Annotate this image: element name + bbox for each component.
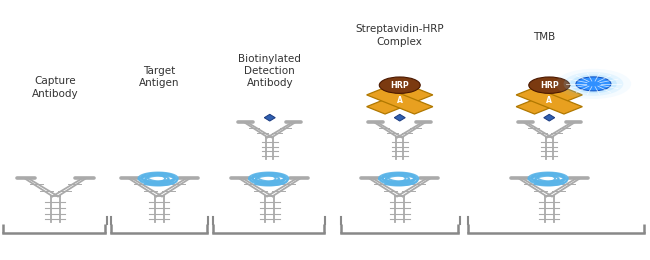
Text: Capture
Antibody: Capture Antibody xyxy=(32,76,79,99)
Text: A: A xyxy=(546,96,552,105)
Text: Biotinylated
Detection
Antibody: Biotinylated Detection Antibody xyxy=(239,54,301,88)
Text: A: A xyxy=(396,96,403,105)
Text: Target
Antigen: Target Antigen xyxy=(139,66,179,88)
Polygon shape xyxy=(544,114,554,121)
Circle shape xyxy=(570,75,617,93)
Text: TMB: TMB xyxy=(533,32,555,42)
Circle shape xyxy=(556,69,631,99)
Polygon shape xyxy=(395,114,405,121)
Polygon shape xyxy=(265,114,275,121)
Circle shape xyxy=(564,72,623,96)
Circle shape xyxy=(576,77,611,91)
Text: Streptavidin-HRP
Complex: Streptavidin-HRP Complex xyxy=(356,24,444,47)
Text: HRP: HRP xyxy=(540,81,558,90)
Circle shape xyxy=(380,77,421,93)
Polygon shape xyxy=(367,88,433,114)
Polygon shape xyxy=(367,88,433,114)
Polygon shape xyxy=(516,88,582,114)
Polygon shape xyxy=(516,88,582,114)
Circle shape xyxy=(529,77,569,93)
Text: HRP: HRP xyxy=(391,81,409,90)
